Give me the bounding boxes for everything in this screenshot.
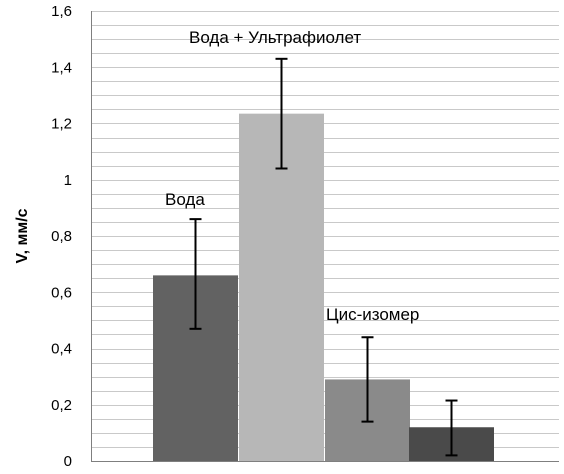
y-tick-labels: 0 0,2 0,4 0,6 0,8 1 1,2 1,4 1,6 xyxy=(51,3,72,470)
y-tick-label: 0,8 xyxy=(51,228,72,245)
bar xyxy=(239,113,324,461)
bars xyxy=(153,113,494,461)
y-tick-label: 1,2 xyxy=(51,116,72,133)
y-tick-label: 0,4 xyxy=(51,341,72,358)
annotation-voda: Вода xyxy=(165,190,205,209)
y-tick-label: 0,2 xyxy=(51,397,72,414)
y-tick-label: 1,4 xyxy=(51,59,72,76)
annotation-cis-isomer: Цис-изомер xyxy=(326,305,419,324)
y-tick-label: 0,6 xyxy=(51,284,72,301)
y-tick-label: 1,6 xyxy=(51,3,72,20)
error-bars xyxy=(189,57,458,457)
y-tick-label: 1 xyxy=(64,172,72,189)
y-axis-label: V, мм/с xyxy=(14,208,31,263)
y-tick-label: 0 xyxy=(64,453,72,470)
annotation-voda-uv: Вода + Ультрафиолет xyxy=(189,28,361,47)
bar-annotations: Вода Вода + Ультрафиолет Цис-изомер xyxy=(165,28,419,324)
